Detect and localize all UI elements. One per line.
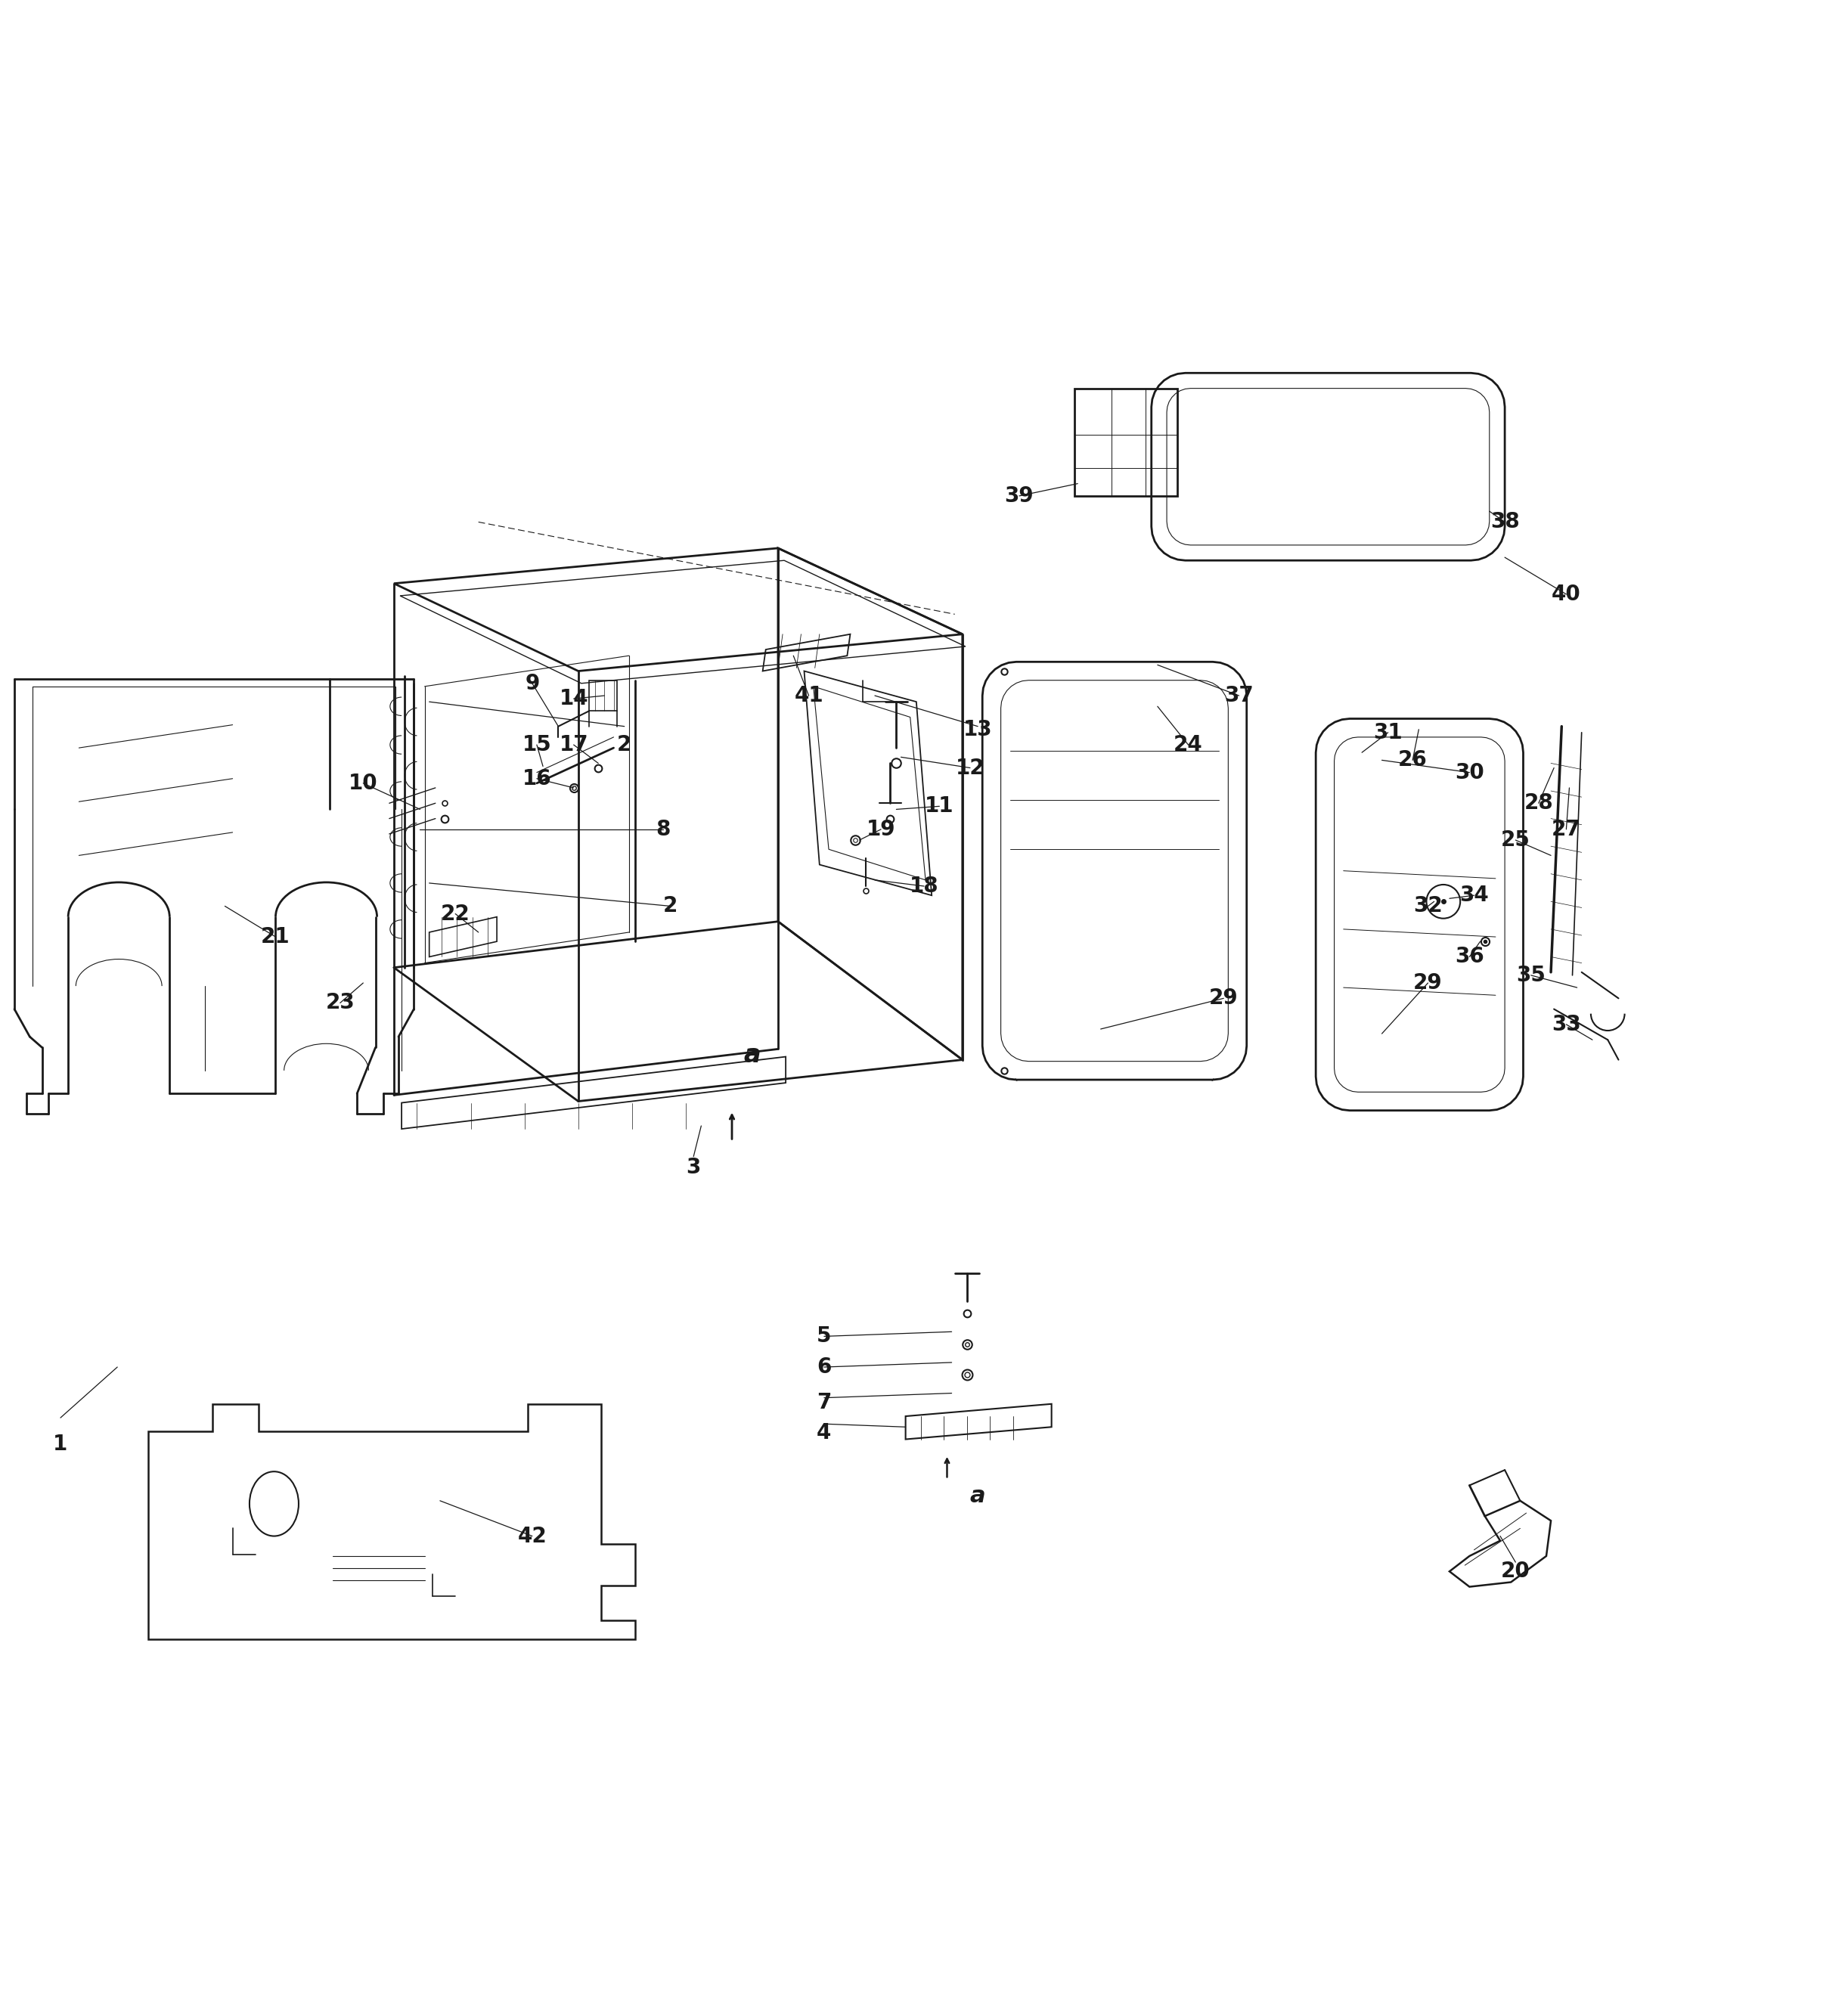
Text: 28: 28 xyxy=(1525,793,1554,813)
Text: 1: 1 xyxy=(54,1433,68,1455)
Polygon shape xyxy=(401,1056,785,1129)
Text: 21: 21 xyxy=(261,926,290,948)
Text: 2: 2 xyxy=(663,895,678,917)
Text: 7: 7 xyxy=(817,1392,832,1412)
Text: 15: 15 xyxy=(523,734,551,754)
Text: 27: 27 xyxy=(1552,819,1580,839)
Text: 11: 11 xyxy=(924,795,954,817)
Text: 29: 29 xyxy=(1209,988,1238,1008)
Text: 42: 42 xyxy=(517,1525,547,1547)
Text: 3: 3 xyxy=(686,1157,700,1177)
Text: 23: 23 xyxy=(325,992,355,1014)
Text: 10: 10 xyxy=(349,773,377,795)
Text: 20: 20 xyxy=(1501,1561,1530,1581)
Text: 30: 30 xyxy=(1454,763,1484,783)
Text: 35: 35 xyxy=(1515,964,1545,986)
Text: 25: 25 xyxy=(1501,829,1530,851)
Text: 41: 41 xyxy=(795,684,824,706)
Text: a: a xyxy=(743,1042,760,1068)
Text: 22: 22 xyxy=(440,903,469,924)
Text: 6: 6 xyxy=(817,1356,832,1378)
Text: 38: 38 xyxy=(1489,511,1519,533)
Text: 29: 29 xyxy=(1414,972,1443,994)
Text: 34: 34 xyxy=(1460,885,1489,905)
Text: 2: 2 xyxy=(617,734,632,754)
Text: 4: 4 xyxy=(817,1422,832,1445)
Text: 32: 32 xyxy=(1414,895,1443,917)
Text: 39: 39 xyxy=(1005,485,1033,507)
Text: 14: 14 xyxy=(560,688,588,710)
Text: 8: 8 xyxy=(656,819,671,839)
Text: 13: 13 xyxy=(963,718,992,740)
Text: 16: 16 xyxy=(523,769,551,789)
Text: a: a xyxy=(970,1485,985,1507)
Text: 5: 5 xyxy=(817,1326,832,1346)
Text: 12: 12 xyxy=(955,757,985,779)
Text: 31: 31 xyxy=(1373,722,1403,742)
Text: 37: 37 xyxy=(1225,684,1253,706)
Text: 24: 24 xyxy=(1173,734,1203,754)
Text: 17: 17 xyxy=(560,734,588,754)
Text: 9: 9 xyxy=(525,672,540,694)
Text: 40: 40 xyxy=(1552,583,1580,606)
Text: 18: 18 xyxy=(909,875,939,897)
Text: 26: 26 xyxy=(1397,750,1427,771)
Text: 19: 19 xyxy=(867,819,896,839)
Text: 33: 33 xyxy=(1552,1014,1580,1034)
Text: 36: 36 xyxy=(1454,946,1484,968)
